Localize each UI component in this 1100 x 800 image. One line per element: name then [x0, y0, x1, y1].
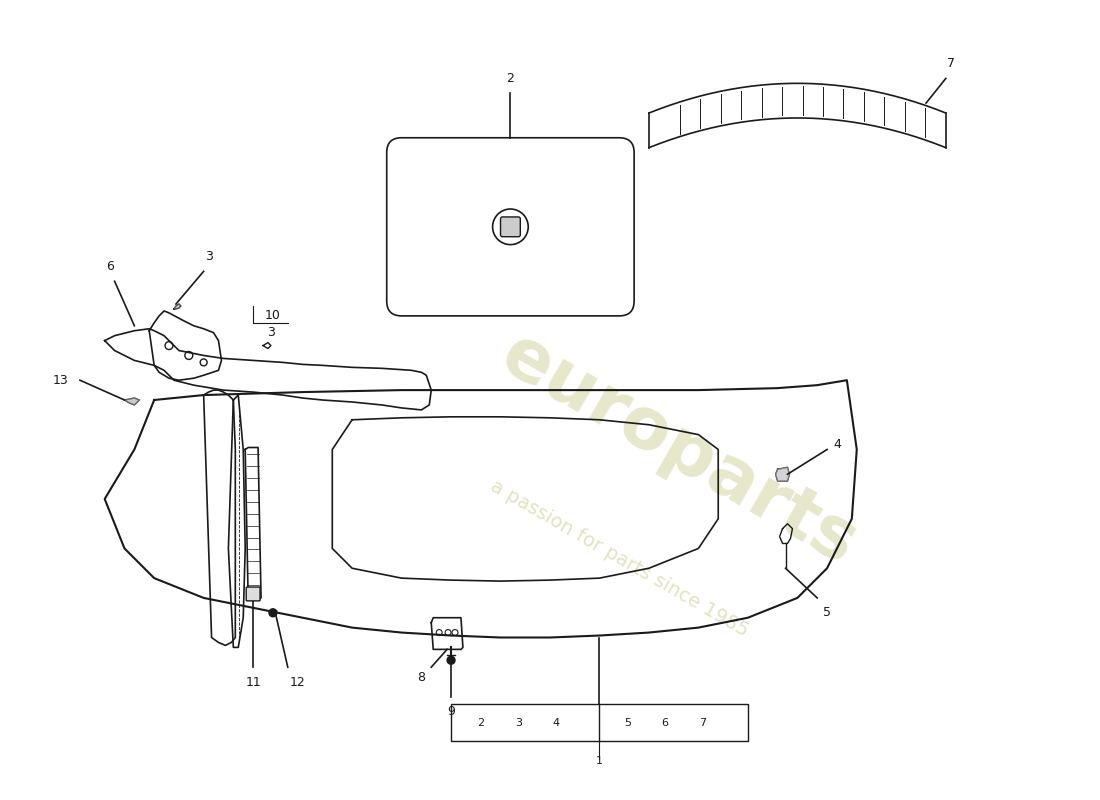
Text: europarts: europarts: [488, 320, 869, 579]
Text: 7: 7: [698, 718, 706, 728]
Text: 13: 13: [53, 374, 68, 386]
Text: 2: 2: [477, 718, 484, 728]
Text: 2: 2: [506, 72, 515, 85]
Circle shape: [447, 656, 455, 664]
Text: 9: 9: [447, 706, 455, 718]
Text: 4: 4: [552, 718, 560, 728]
Text: 5: 5: [624, 718, 630, 728]
Polygon shape: [776, 467, 790, 481]
FancyBboxPatch shape: [500, 217, 520, 237]
Text: 11: 11: [245, 675, 261, 689]
Polygon shape: [124, 398, 140, 405]
FancyBboxPatch shape: [246, 587, 260, 601]
Text: 3: 3: [515, 718, 521, 728]
Text: 12: 12: [289, 675, 306, 689]
Text: 1: 1: [596, 756, 603, 766]
Text: 4: 4: [833, 438, 840, 451]
Text: 10: 10: [265, 310, 280, 322]
Circle shape: [270, 609, 277, 617]
Text: 5: 5: [823, 606, 832, 619]
Polygon shape: [174, 304, 180, 309]
Text: 6: 6: [106, 260, 113, 273]
Text: 3: 3: [205, 250, 212, 263]
Text: 3: 3: [267, 326, 275, 339]
Text: 8: 8: [417, 670, 426, 683]
Bar: [451, 704, 748, 742]
Text: 6: 6: [661, 718, 669, 728]
Text: 7: 7: [947, 57, 955, 70]
Text: a passion for parts since 1985: a passion for parts since 1985: [487, 476, 751, 640]
